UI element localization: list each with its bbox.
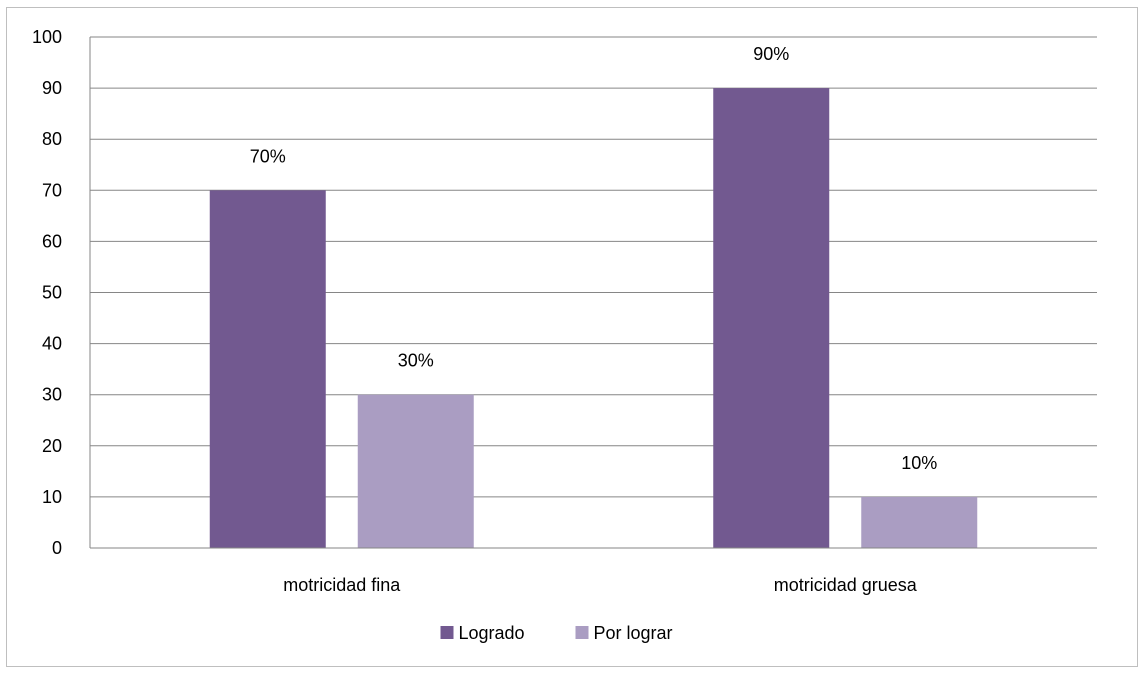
bar-por-lograr-1 — [861, 496, 978, 548]
data-labels: 70% 30% 90% 10% — [250, 44, 938, 473]
axes: 0 10 20 30 40 50 60 70 80 90 100 motricidad fina mot… — [32, 27, 1097, 595]
data-label-1-0: 30% — [398, 351, 434, 371]
legend-swatch-0 — [440, 626, 454, 639]
x-category-label-1: motricidad gruesa — [774, 575, 918, 595]
y-tick-label-40: 40 — [42, 334, 62, 354]
legend-label-1: Por lograr — [594, 623, 673, 643]
y-tick-label-10: 10 — [42, 487, 62, 507]
legend: Logrado Por lograr — [440, 623, 673, 643]
bar-logrado-0 — [209, 190, 326, 549]
y-tick-label-70: 70 — [42, 180, 62, 200]
bar-por-lograr-0 — [357, 394, 474, 548]
x-category-label-0: motricidad fina — [283, 575, 401, 595]
y-tick-label-90: 90 — [42, 78, 62, 98]
data-label-0-0: 70% — [250, 146, 286, 166]
y-tick-label-80: 80 — [42, 129, 62, 149]
data-label-1-1: 10% — [901, 453, 937, 473]
y-tick-label-0: 0 — [52, 538, 62, 558]
y-tick-label-100: 100 — [32, 27, 62, 47]
legend-label-0: Logrado — [459, 623, 525, 643]
y-tick-label-20: 20 — [42, 436, 62, 456]
y-tick-label-30: 30 — [42, 385, 62, 405]
bar-logrado-1 — [713, 88, 830, 548]
data-label-0-1: 90% — [753, 44, 789, 64]
bars — [209, 88, 978, 549]
y-tick-label-50: 50 — [42, 283, 62, 303]
legend-swatch-1 — [575, 626, 589, 639]
chart-frame — [6, 7, 1138, 667]
y-tick-label-60: 60 — [42, 231, 62, 251]
